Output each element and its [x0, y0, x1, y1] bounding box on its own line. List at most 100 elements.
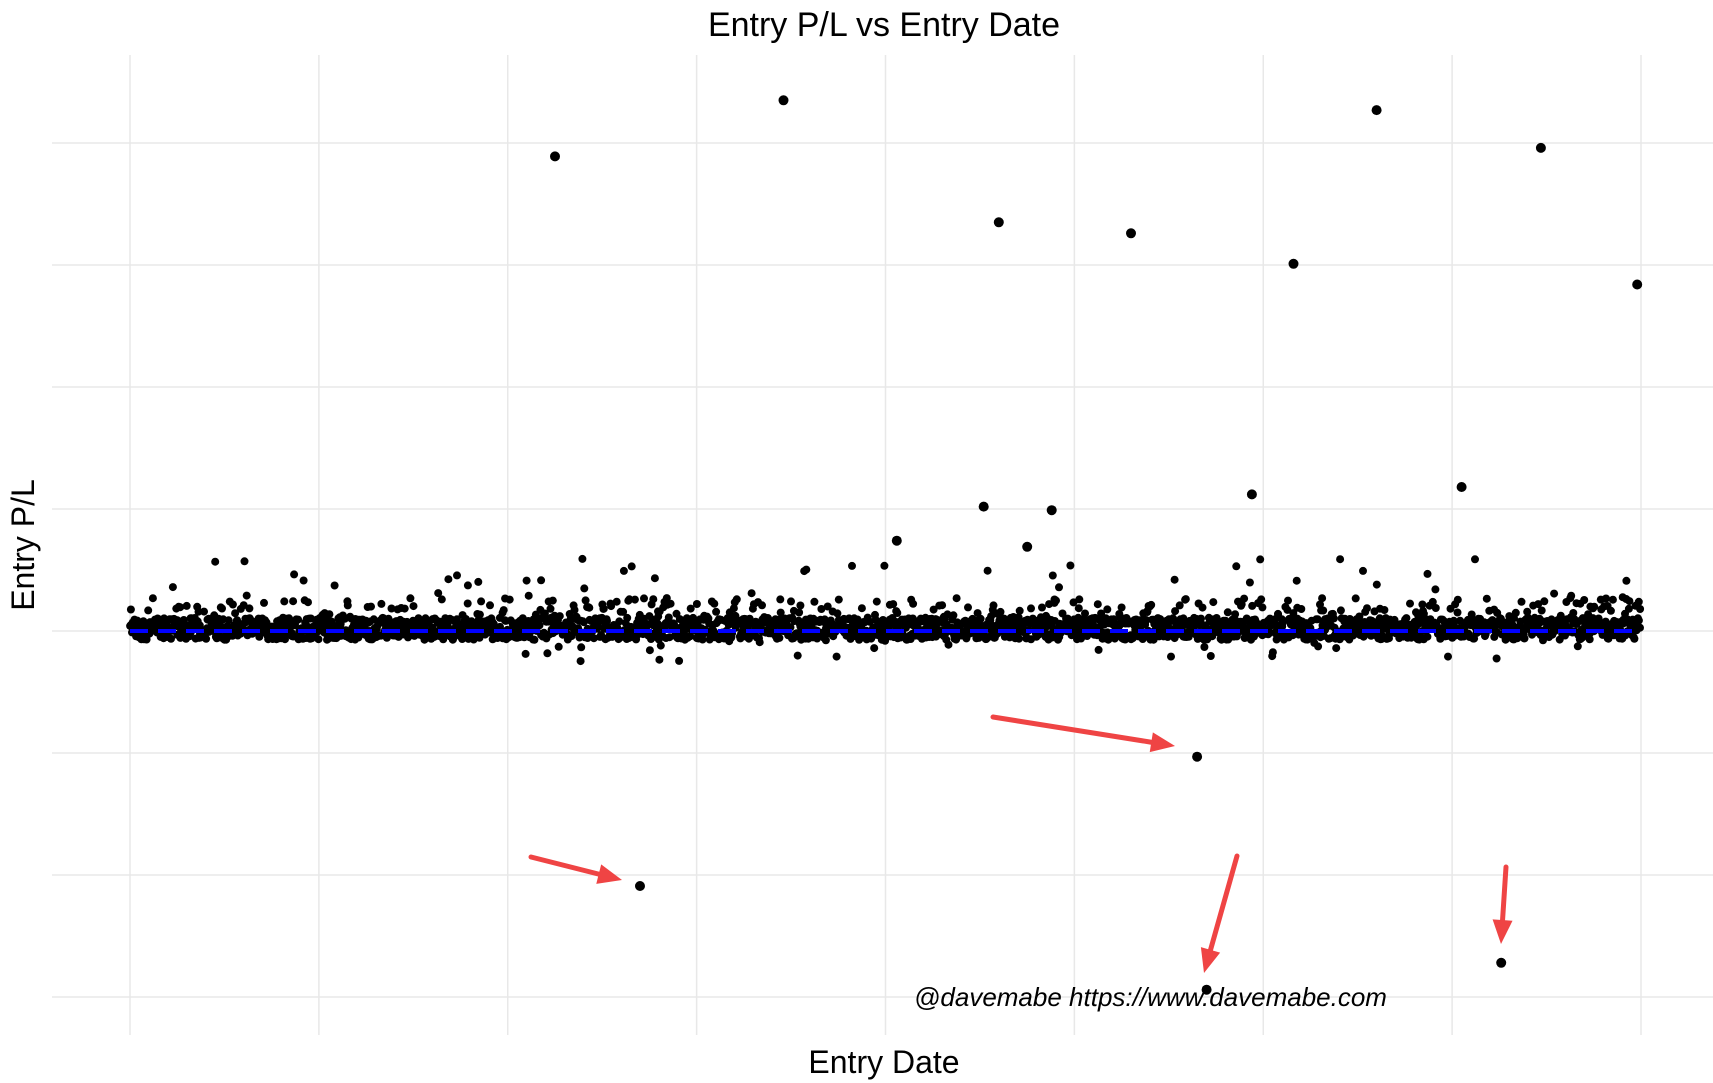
cluster-point: [1402, 614, 1411, 623]
cluster-point: [615, 617, 624, 626]
cluster-point: [570, 606, 579, 614]
cluster-point: [656, 641, 665, 650]
cluster-point: [1245, 578, 1254, 587]
cluster-point: [377, 599, 386, 608]
cluster-point: [1567, 591, 1576, 600]
cluster-point: [554, 642, 563, 651]
cluster-point: [1534, 600, 1543, 609]
cluster-point: [810, 597, 819, 606]
cluster-point: [1336, 606, 1345, 615]
cluster-point: [1351, 594, 1360, 603]
cluster-point: [820, 615, 829, 624]
cluster-point: [505, 595, 514, 604]
cluster-point: [599, 604, 608, 613]
cluster-point: [594, 622, 603, 631]
chart-title: Entry P/L vs Entry Date: [708, 6, 1060, 44]
cluster-point: [387, 604, 396, 613]
cluster-point: [848, 561, 856, 570]
outlier-point: [1046, 505, 1057, 516]
cluster-point: [330, 581, 339, 590]
outlier-point: [1288, 258, 1299, 269]
cluster-point: [530, 635, 539, 644]
cluster-point: [619, 607, 628, 616]
cluster-point: [1630, 634, 1639, 643]
cluster-point: [294, 615, 303, 624]
cluster-point: [787, 597, 795, 606]
cluster-point: [1283, 605, 1292, 614]
gridlines: [52, 55, 1713, 1035]
cluster-point: [795, 608, 804, 617]
cluster-point: [1550, 589, 1559, 598]
cluster-point: [949, 611, 958, 620]
outlier-point: [1192, 751, 1203, 762]
cluster-point: [1569, 609, 1578, 617]
cluster-point: [649, 595, 658, 604]
cluster-point: [1313, 615, 1322, 624]
cluster-point: [612, 597, 621, 606]
cluster-point: [477, 597, 486, 606]
cluster-point: [453, 571, 461, 580]
cluster-point: [802, 565, 811, 574]
cluster-point: [218, 604, 226, 613]
cluster-point: [1257, 595, 1266, 604]
cluster-point: [1052, 596, 1060, 605]
cluster-point: [938, 601, 947, 610]
cluster-point: [1117, 603, 1126, 612]
cluster-point: [1471, 555, 1479, 564]
cluster-point: [870, 644, 879, 653]
cluster-point: [1232, 562, 1241, 571]
watermark-text: @davemabe https://www.davemabe.com: [914, 982, 1387, 1012]
cluster-point: [630, 595, 639, 604]
outlier-point: [1535, 142, 1546, 153]
cluster-point: [1074, 604, 1083, 613]
cluster-point: [1624, 604, 1633, 613]
cluster-point: [1055, 583, 1063, 592]
cluster-point: [168, 583, 177, 592]
cluster-point: [1359, 566, 1367, 575]
cluster-point: [619, 566, 628, 575]
cluster-point: [580, 584, 589, 593]
outlier-point: [635, 881, 645, 891]
cluster-point: [289, 597, 298, 606]
cluster-point: [1450, 618, 1459, 627]
cluster-point: [589, 634, 598, 643]
cluster-point: [712, 607, 721, 616]
cluster-point: [655, 655, 664, 664]
cluster-point: [821, 636, 830, 645]
cluster-point: [1329, 614, 1338, 623]
cluster-point: [627, 562, 636, 571]
cluster-point: [929, 605, 938, 614]
annotation-arrows: [528, 714, 1513, 973]
outlier-point: [1632, 279, 1643, 290]
cluster-point: [623, 613, 632, 622]
cluster-point: [976, 614, 985, 623]
cluster-point: [1198, 603, 1207, 612]
outlier-point: [778, 95, 789, 106]
outlier-point: [1496, 957, 1507, 968]
cluster-point: [521, 649, 530, 658]
cluster-point: [1093, 600, 1102, 609]
cluster-point: [126, 605, 135, 614]
cluster-point: [1523, 607, 1532, 616]
cluster-point: [872, 597, 881, 606]
cluster-point: [1625, 597, 1634, 606]
cluster-point: [1517, 597, 1526, 606]
cluster-point: [434, 589, 443, 598]
cluster-point: [245, 604, 254, 613]
cluster-point: [1147, 600, 1156, 609]
cluster-point: [732, 595, 741, 604]
cluster-point: [1240, 594, 1249, 603]
cluster-point: [1081, 609, 1089, 618]
cluster-point: [1444, 652, 1452, 661]
cluster-point: [406, 594, 415, 603]
cluster-point: [952, 594, 961, 603]
cluster-point: [1171, 607, 1180, 616]
cluster-point: [1048, 571, 1057, 580]
cluster-point: [1520, 634, 1529, 643]
annotation-arrow: [1200, 853, 1240, 973]
cluster-point: [889, 600, 898, 609]
cluster-point: [167, 634, 175, 643]
cluster-point: [1074, 613, 1083, 622]
cluster-point: [546, 604, 555, 613]
cluster-point: [1209, 598, 1218, 607]
